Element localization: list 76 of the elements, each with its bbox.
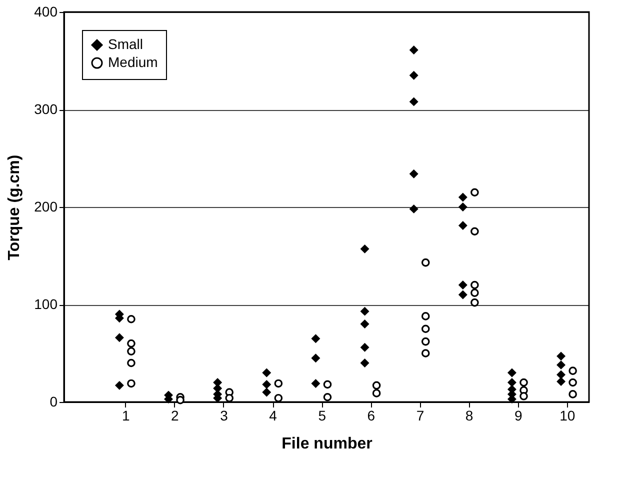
point: [556, 360, 566, 370]
x-tick-label: 9: [514, 408, 522, 424]
x-tick-label: 1: [122, 408, 130, 424]
point: [262, 388, 271, 396]
point: [372, 381, 381, 390]
point: [421, 312, 430, 320]
point: [470, 280, 479, 290]
point: [508, 378, 516, 387]
point: [262, 368, 271, 377]
point: [274, 394, 283, 402]
point: [127, 358, 136, 368]
point: [312, 354, 320, 362]
legend-label: Small: [108, 36, 144, 52]
point: [360, 358, 369, 368]
point: [421, 349, 430, 358]
x-tick-label: 5: [318, 408, 326, 424]
point: [312, 379, 320, 388]
y-tick-label: 100: [34, 296, 58, 312]
y-tick-label: 400: [34, 4, 58, 20]
point: [410, 170, 418, 178]
point: [323, 392, 332, 402]
point: [176, 396, 184, 404]
point: [568, 378, 577, 387]
x-tick-label: 8: [465, 408, 474, 424]
point: [127, 314, 136, 324]
point: [458, 202, 468, 212]
point: [568, 390, 577, 398]
point: [360, 307, 369, 316]
y-tick-label: 200: [34, 198, 58, 214]
point: [556, 377, 566, 386]
point: [458, 193, 468, 202]
point: [312, 334, 320, 343]
point: [410, 204, 418, 214]
point: [360, 320, 369, 328]
point: [421, 337, 430, 346]
point: [372, 389, 381, 398]
point: [421, 324, 430, 334]
point: [556, 370, 566, 379]
point: [470, 288, 479, 297]
point: [470, 227, 479, 236]
point: [360, 343, 369, 352]
point: [568, 366, 577, 375]
point: [127, 339, 136, 348]
point: [470, 298, 479, 307]
point: [410, 98, 418, 106]
point: [556, 352, 566, 360]
x-axis-title: File number: [282, 436, 372, 452]
x-tick-label: 10: [560, 408, 576, 424]
x-tick-label: 4: [269, 408, 278, 424]
point: [520, 378, 528, 387]
point: [274, 379, 283, 388]
point: [127, 379, 136, 388]
point: [458, 221, 468, 230]
point: [225, 394, 234, 402]
point: [262, 380, 271, 389]
y-tick-label: 300: [34, 101, 58, 117]
legend-label: Medium: [108, 54, 158, 70]
point: [410, 71, 418, 80]
y-tick-label: 0: [50, 394, 58, 410]
y-axis-title: Torque (g.cm): [6, 154, 24, 260]
point: [115, 333, 124, 342]
point: [410, 46, 418, 54]
x-tick-label: 3: [220, 408, 228, 424]
x-tick-label: 7: [416, 408, 424, 424]
point: [458, 280, 468, 290]
point: [508, 368, 516, 377]
x-tick-label: 6: [367, 408, 376, 424]
point: [470, 188, 479, 197]
point: [323, 380, 332, 389]
point: [421, 258, 430, 267]
x-tick-label: 2: [171, 408, 179, 424]
point: [458, 290, 468, 299]
point: [115, 381, 124, 390]
point: [520, 392, 528, 400]
point: [127, 347, 136, 356]
point: [360, 244, 369, 254]
